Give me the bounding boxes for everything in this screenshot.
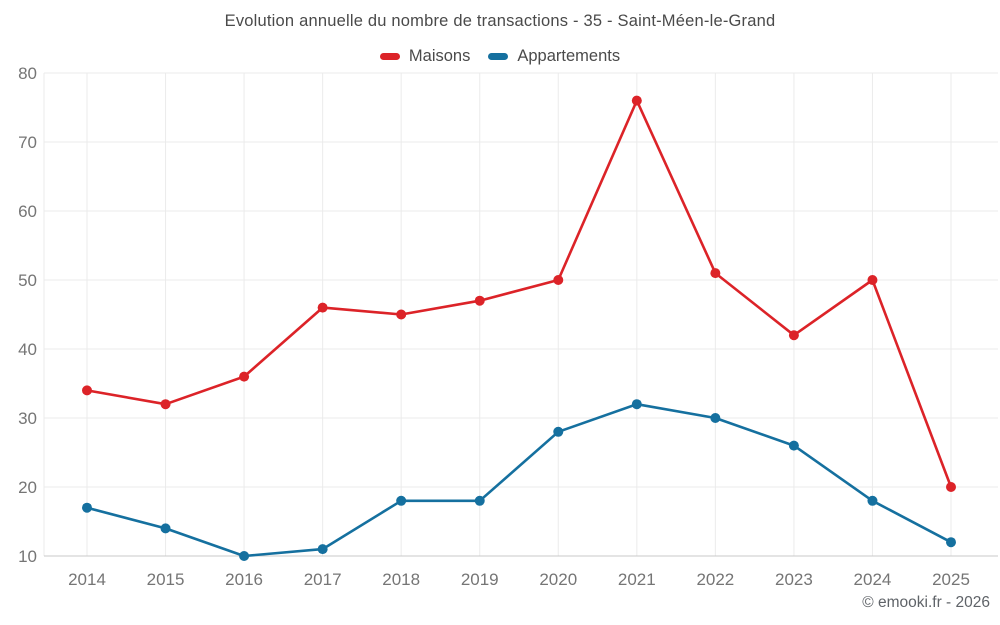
x-tick-label: 2014 xyxy=(68,570,106,589)
x-tick-label: 2022 xyxy=(696,570,734,589)
data-point-appartements-2015[interactable] xyxy=(160,523,171,534)
x-tick-label: 2017 xyxy=(304,570,342,589)
y-tick-label: 70 xyxy=(18,133,37,152)
legend-item-appartements[interactable]: Appartements xyxy=(488,47,620,66)
data-point-maisons-2021[interactable] xyxy=(631,95,642,106)
legend-swatch-appartements xyxy=(488,52,509,60)
x-tick-label: 2016 xyxy=(225,570,263,589)
x-tick-label: 2018 xyxy=(382,570,420,589)
y-tick-label: 80 xyxy=(18,64,37,83)
data-point-maisons-2024[interactable] xyxy=(867,275,878,285)
data-point-appartements-2017[interactable] xyxy=(317,544,328,555)
data-point-maisons-2025[interactable] xyxy=(946,482,956,492)
data-point-maisons-2016[interactable] xyxy=(239,371,250,382)
legend-label-maisons: Maisons xyxy=(408,46,471,65)
legend-swatch-maisons xyxy=(379,52,400,60)
series-line-appartements xyxy=(85,402,953,558)
legend-item-maisons[interactable]: Maisons xyxy=(379,46,471,66)
data-point-maisons-2022[interactable] xyxy=(710,268,721,279)
copyright-text: © emooki.fr - 2026 xyxy=(862,594,990,611)
x-tick-label: 2023 xyxy=(775,570,813,589)
chart-title: Evolution annuelle du nombre de transact… xyxy=(224,12,776,30)
data-point-maisons-2018[interactable] xyxy=(396,309,407,320)
data-point-appartements-2025[interactable] xyxy=(946,537,956,548)
series-line-maisons xyxy=(85,99,953,489)
x-tick-label: 2024 xyxy=(854,570,892,589)
x-tick-label: 2025 xyxy=(932,570,970,589)
data-point-maisons-2019[interactable] xyxy=(474,295,485,306)
data-point-appartements-2022[interactable] xyxy=(710,413,721,423)
chart-legend: Maisons Appartements xyxy=(0,45,1000,67)
data-point-maisons-2015[interactable] xyxy=(160,399,171,410)
data-point-appartements-2014[interactable] xyxy=(82,502,92,513)
data-point-appartements-2024[interactable] xyxy=(867,495,878,506)
data-point-appartements-2021[interactable] xyxy=(631,399,642,410)
y-tick-label: 40 xyxy=(18,340,37,359)
data-point-maisons-2023[interactable] xyxy=(788,330,799,341)
x-tick-label: 2019 xyxy=(461,570,499,589)
data-point-appartements-2018[interactable] xyxy=(396,495,407,506)
data-point-appartements-2016[interactable] xyxy=(239,551,250,561)
x-tick-label: 2021 xyxy=(618,570,656,589)
data-point-appartements-2023[interactable] xyxy=(788,440,799,451)
data-point-appartements-2019[interactable] xyxy=(474,495,485,506)
y-tick-label: 60 xyxy=(18,202,37,221)
y-tick-label: 10 xyxy=(18,547,37,566)
data-point-maisons-2017[interactable] xyxy=(317,302,328,313)
x-tick-label: 2015 xyxy=(147,570,185,589)
data-point-appartements-2020[interactable] xyxy=(553,426,564,437)
y-tick-label: 50 xyxy=(18,271,37,290)
x-tick-label: 2020 xyxy=(539,570,577,589)
data-point-maisons-2014[interactable] xyxy=(82,385,92,396)
legend-label-appartements: Appartements xyxy=(517,46,621,65)
data-point-maisons-2020[interactable] xyxy=(553,275,564,285)
y-tick-label: 20 xyxy=(18,478,37,497)
y-tick-label: 30 xyxy=(18,409,37,428)
